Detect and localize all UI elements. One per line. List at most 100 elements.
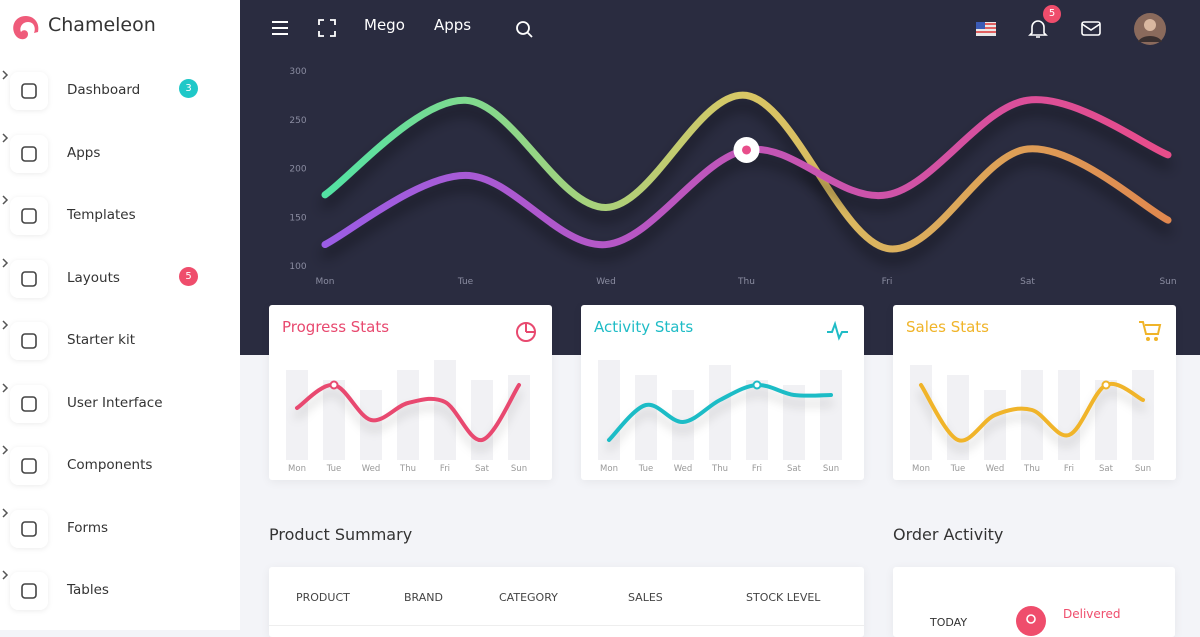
bar [360,390,382,460]
mail-icon[interactable] [1081,21,1101,37]
fullscreen-icon[interactable] [317,18,337,38]
chevron-path [2,382,9,393]
bar [1021,370,1043,460]
chevron-path [2,195,9,205]
icon-part [1154,337,1158,341]
nav-label: Templates [67,207,136,223]
nav-label: Forms [67,519,109,536]
bar [286,370,308,460]
highlight-point [752,380,762,390]
x-tick-label: Wed [674,464,693,474]
icon-glyph [21,83,37,99]
chevron [2,132,9,143]
x-tick-label: Wed [986,464,1005,474]
icon-shape [21,208,37,224]
chevron [2,320,9,330]
x-tick-label: Sat [1020,277,1035,287]
icon-glyph [21,583,37,599]
menu-icon[interactable] [270,18,292,38]
x-tick-label: Thu [1023,464,1040,474]
bar [709,365,731,460]
flag-icon[interactable] [976,22,996,36]
icon-part [525,323,535,333]
highlight-point [1101,380,1111,390]
x-tick-label: Mon [600,464,618,474]
nav-label: Layouts [67,269,120,286]
x-tick-label: Sun [511,464,527,474]
nav-label: Tables [67,582,109,598]
x-tick-label: Fri [752,464,762,474]
card-icon [1139,321,1162,341]
series-line [321,91,1172,253]
x-tick-label: Fri [440,464,450,474]
brand[interactable]: Chameleon [48,14,156,36]
order-icon [1016,606,1046,636]
icon-glyph [21,145,37,162]
y-tick-label: 250 [289,116,306,126]
nav-item[interactable]: Layouts 5 [0,255,240,303]
nav-label: Apps [67,144,101,161]
nav-item[interactable]: Templates [0,192,240,240]
bar [947,375,969,460]
nav-link[interactable]: Mego [364,16,405,34]
column-header: PRODUCT [296,591,350,604]
logo [13,16,39,40]
card-chart: Mon Tue Wed Thu Fri Sat Sun [910,365,1154,474]
nav-icon [10,134,48,173]
card-title: Sales Stats [906,318,989,336]
icon-glyph [21,520,37,537]
bell-icon[interactable] [1028,18,1048,40]
icon-shape [21,333,37,349]
nav-link[interactable]: Apps [434,16,472,34]
nav-badge: 5 [179,266,198,286]
icon-shape [21,83,37,99]
chevron-path [2,320,9,330]
x-tick-label: Sun [823,464,839,474]
nav-item[interactable]: Components [0,442,240,490]
chevron [2,195,9,205]
chevron-path [2,445,9,455]
avatar[interactable] [1133,12,1167,46]
x-tick-label: Tue [457,277,474,287]
bar [820,370,842,460]
nav-icon [10,447,48,485]
notification-badge: 5 [1043,5,1061,23]
bar [910,365,932,460]
nav-icon [10,322,48,360]
nav-item[interactable]: Starter kit [0,317,240,365]
nav-label: User Interface [67,394,163,411]
icon-part [1139,321,1162,335]
x-tick-label: Sat [787,464,802,474]
nav-label: Components [67,457,153,473]
nav-item[interactable]: Tables [0,567,240,615]
highlight-point [329,380,339,390]
icon-glyph [21,458,37,474]
nav-icon [10,197,48,235]
card-icon [516,322,536,342]
chevron [2,445,9,455]
search-icon[interactable] [515,20,535,40]
y-tick-label: 150 [289,213,306,223]
chevron [2,70,9,80]
nav-item[interactable]: Forms [0,505,240,553]
icon-shape [21,520,37,537]
x-tick-label: Wed [596,277,616,287]
bar [783,385,805,460]
nav-item[interactable]: Apps [0,130,240,178]
nav-item[interactable]: User Interface [0,380,240,428]
x-tick-label: Thu [399,464,416,474]
y-tick-label: 200 [289,165,306,175]
chevron [2,507,9,518]
bar [434,360,456,460]
nav-item[interactable]: Dashboard 3 [0,67,240,115]
x-tick-label: Sun [1135,464,1151,474]
icon-shape [21,583,37,599]
icon-shape [21,270,37,287]
x-tick-label: Fri [882,277,893,287]
nav-icon [10,572,48,610]
card-chart: Mon Tue Wed Thu Fri Sat Sun [598,360,842,474]
x-tick-label: Tue [638,464,654,474]
card-title: Progress Stats [282,318,390,336]
main-chart: 100 150 200 250 300 Mon Tue Wed Thu Fri Sat Sun [289,67,1176,287]
